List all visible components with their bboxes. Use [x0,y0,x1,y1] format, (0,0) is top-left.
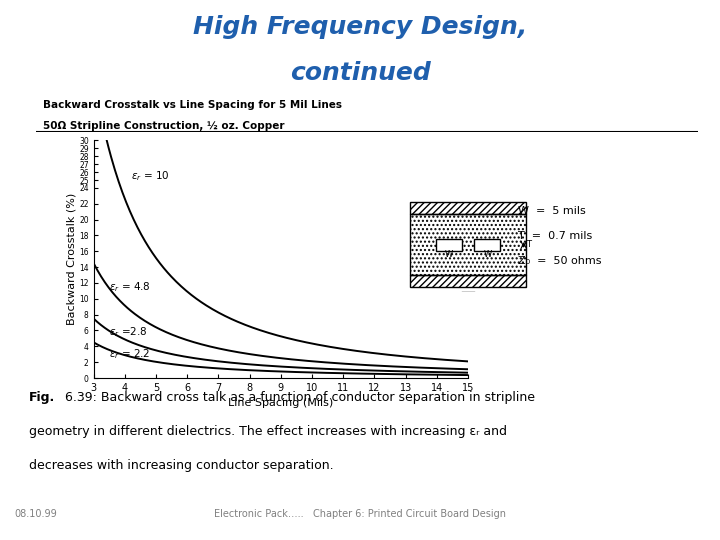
Text: continued: continued [289,61,431,85]
Text: $\epsilon_r$ = 10: $\epsilon_r$ = 10 [131,169,170,183]
Text: 08.10.99: 08.10.99 [14,509,57,519]
Text: $\epsilon_r$ = 4.8: $\epsilon_r$ = 4.8 [109,280,151,294]
Text: $\epsilon_r$ = 2.2: $\epsilon_r$ = 2.2 [109,347,150,361]
Text: T  =  0.7 mils: T = 0.7 mils [518,231,593,241]
Text: $\epsilon_r$ =2.8: $\epsilon_r$ =2.8 [109,325,148,339]
Text: W: W [483,249,492,259]
Text: W  =  5 mils: W = 5 mils [518,206,586,216]
Text: geometry in different dielectrics. The effect increases with increasing εᵣ and: geometry in different dielectrics. The e… [29,425,507,438]
Text: High Frequency Design,: High Frequency Design, [193,15,527,39]
Bar [436,239,462,251]
Text: 50Ω Stripline Construction, ½ oz. Copper: 50Ω Stripline Construction, ½ oz. Copper [42,121,284,131]
Text: Fig.: Fig. [29,391,55,404]
Bar [474,239,500,251]
Y-axis label: Backward Crosstalk (%): Backward Crosstalk (%) [66,193,76,325]
Bar [410,214,526,275]
Bar [410,202,526,214]
Text: Backward Crosstalk vs Line Spacing for 5 Mil Lines: Backward Crosstalk vs Line Spacing for 5… [42,100,341,110]
Text: decreases with increasing conductor separation.: decreases with increasing conductor sepa… [29,459,333,472]
Text: W: W [444,249,453,259]
X-axis label: Line Spacing (Mils): Line Spacing (Mils) [228,399,333,408]
Text: 6.39: Backward cross talk as a function of conductor separation in stripline: 6.39: Backward cross talk as a function … [61,391,535,404]
Text: Z₀  =  50 ohms: Z₀ = 50 ohms [518,256,602,266]
Bar [410,275,526,287]
Text: T: T [526,240,531,249]
Text: Electronic Pack…..   Chapter 6: Printed Circuit Board Design: Electronic Pack….. Chapter 6: Printed Ci… [214,509,506,519]
